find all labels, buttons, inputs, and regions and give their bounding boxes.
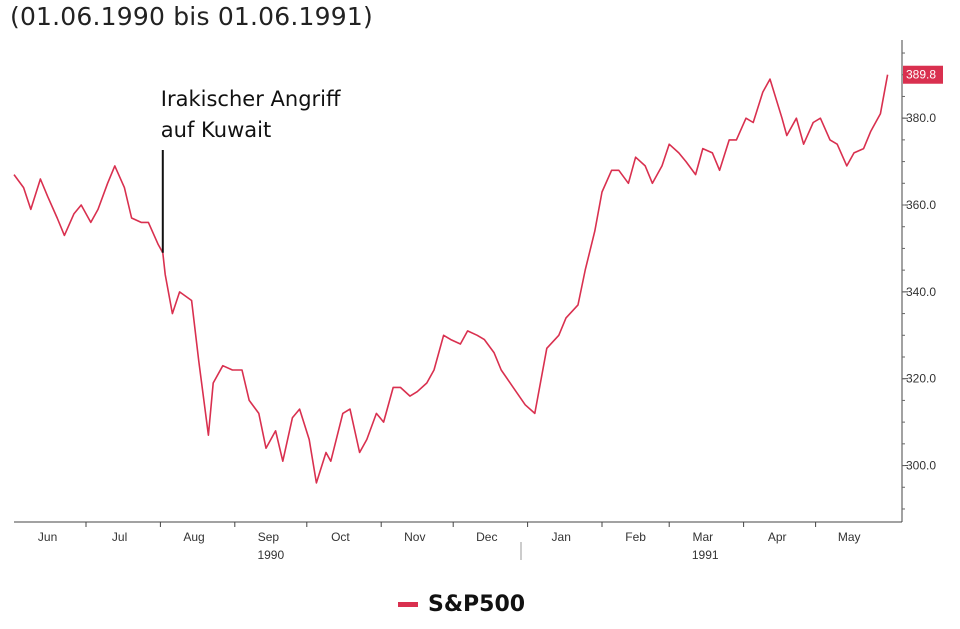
year-labels: 1990 1991 <box>257 548 718 562</box>
y-tick-label: 360.0 <box>906 198 936 212</box>
y-axis-ticks: 300.0 320.0 340.0 360.0 380.0 <box>902 52 936 510</box>
annotation-text: auf Kuwait <box>161 118 271 142</box>
annotation: Irakischer Angriff auf Kuwait <box>161 87 341 253</box>
x-tick-label: Mar <box>692 530 713 544</box>
x-tick-label: May <box>838 530 861 544</box>
x-axis-ticks: Jun Jul Aug Sep Oct Nov Dec Jan Feb Mar Apr May <box>38 522 861 544</box>
x-tick-label: Nov <box>404 530 425 544</box>
x-tick-label: Sep <box>258 530 280 544</box>
legend: S&P500 <box>398 592 525 617</box>
annotation-text: Irakischer Angriff <box>161 87 341 111</box>
last-value-label: 389.8 <box>906 68 936 82</box>
year-label: 1990 <box>257 548 284 562</box>
x-tick-label: Jul <box>112 530 127 544</box>
x-tick-label: Oct <box>331 530 350 544</box>
x-tick-label: Dec <box>476 530 497 544</box>
x-tick-label: Jan <box>552 530 571 544</box>
x-tick-label: Aug <box>183 530 204 544</box>
last-value-box <box>903 65 943 84</box>
y-tick-label: 380.0 <box>906 111 936 125</box>
x-tick-label: Feb <box>625 530 646 544</box>
year-label: 1991 <box>692 548 719 562</box>
legend-swatch <box>398 602 418 607</box>
y-tick-label: 320.0 <box>906 372 936 386</box>
series-line-sp500 <box>13 74 889 484</box>
line-chart: 300.0 320.0 340.0 360.0 380.0 Jun Jul Aug Sep Oc… <box>13 40 943 562</box>
plot-area <box>14 40 903 560</box>
x-tick-label: Jun <box>38 530 57 544</box>
last-value-badge: 389.8 <box>903 65 943 84</box>
x-tick-label: Apr <box>768 530 787 544</box>
legend-label: S&P500 <box>428 592 526 617</box>
y-tick-label: 300.0 <box>906 459 936 473</box>
y-tick-label: 340.0 <box>906 285 936 299</box>
chart-title: (01.06.1990 bis 01.06.1991) <box>10 2 373 31</box>
